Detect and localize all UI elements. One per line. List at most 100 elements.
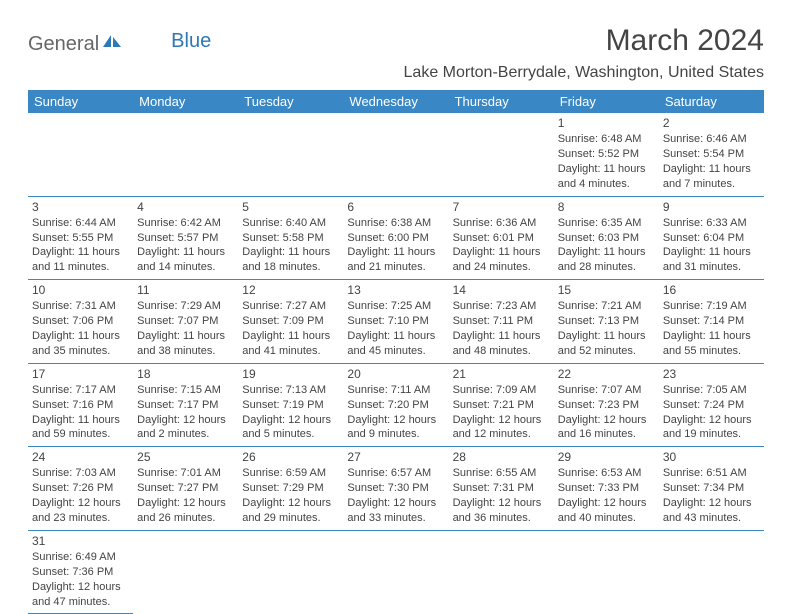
sunrise-text: Sunrise: 7:17 AM: [32, 383, 129, 398]
day-number: 15: [558, 282, 655, 298]
daylight-text: Daylight: 11 hours and 31 minutes.: [663, 245, 760, 275]
day-number: 14: [453, 282, 550, 298]
sunrise-text: Sunrise: 7:19 AM: [663, 299, 760, 314]
daylight-text: Daylight: 11 hours and 45 minutes.: [347, 329, 444, 359]
title-block: March 2024 Lake Morton-Berrydale, Washin…: [404, 24, 764, 82]
day-number: 23: [663, 366, 760, 382]
day-number: 4: [137, 199, 234, 215]
sunset-text: Sunset: 6:01 PM: [453, 231, 550, 246]
daylight-text: Daylight: 12 hours and 16 minutes.: [558, 413, 655, 443]
calendar-day-cell: 11Sunrise: 7:29 AMSunset: 7:07 PMDayligh…: [133, 280, 238, 364]
calendar-day-cell: 28Sunrise: 6:55 AMSunset: 7:31 PMDayligh…: [449, 447, 554, 531]
logo-text-general: General: [28, 33, 99, 56]
sunrise-text: Sunrise: 6:35 AM: [558, 216, 655, 231]
day-number: 12: [242, 282, 339, 298]
calendar-day-cell: 26Sunrise: 6:59 AMSunset: 7:29 PMDayligh…: [238, 447, 343, 531]
day-number: 3: [32, 199, 129, 215]
calendar-day-cell: 25Sunrise: 7:01 AMSunset: 7:27 PMDayligh…: [133, 447, 238, 531]
sunrise-text: Sunrise: 6:40 AM: [242, 216, 339, 231]
sunrise-text: Sunrise: 6:46 AM: [663, 132, 760, 147]
sunset-text: Sunset: 7:19 PM: [242, 398, 339, 413]
daylight-text: Daylight: 11 hours and 4 minutes.: [558, 162, 655, 192]
daylight-text: Daylight: 12 hours and 36 minutes.: [453, 496, 550, 526]
day-number: 9: [663, 199, 760, 215]
daylight-text: Daylight: 12 hours and 40 minutes.: [558, 496, 655, 526]
daylight-text: Daylight: 12 hours and 9 minutes.: [347, 413, 444, 443]
sunrise-text: Sunrise: 7:01 AM: [137, 466, 234, 481]
page-header: General Blue March 2024 Lake Morton-Berr…: [28, 24, 764, 82]
sunrise-text: Sunrise: 7:29 AM: [137, 299, 234, 314]
daylight-text: Daylight: 12 hours and 29 minutes.: [242, 496, 339, 526]
daylight-text: Daylight: 12 hours and 23 minutes.: [32, 496, 129, 526]
sunset-text: Sunset: 6:03 PM: [558, 231, 655, 246]
sunrise-text: Sunrise: 6:55 AM: [453, 466, 550, 481]
sunrise-text: Sunrise: 7:13 AM: [242, 383, 339, 398]
calendar-day-cell: 8Sunrise: 6:35 AMSunset: 6:03 PMDaylight…: [554, 196, 659, 280]
day-header: Wednesday: [343, 90, 448, 113]
calendar-day-cell: 21Sunrise: 7:09 AMSunset: 7:21 PMDayligh…: [449, 363, 554, 447]
sunset-text: Sunset: 7:09 PM: [242, 314, 339, 329]
sunset-text: Sunset: 6:00 PM: [347, 231, 444, 246]
day-number: 8: [558, 199, 655, 215]
sunrise-text: Sunrise: 7:25 AM: [347, 299, 444, 314]
sunset-text: Sunset: 7:27 PM: [137, 481, 234, 496]
sunset-text: Sunset: 7:31 PM: [453, 481, 550, 496]
sunset-text: Sunset: 7:16 PM: [32, 398, 129, 413]
sunrise-text: Sunrise: 7:15 AM: [137, 383, 234, 398]
sunset-text: Sunset: 7:34 PM: [663, 481, 760, 496]
daylight-text: Daylight: 11 hours and 41 minutes.: [242, 329, 339, 359]
calendar-week-row: 10Sunrise: 7:31 AMSunset: 7:06 PMDayligh…: [28, 280, 764, 364]
day-number: 19: [242, 366, 339, 382]
calendar-day-cell: 15Sunrise: 7:21 AMSunset: 7:13 PMDayligh…: [554, 280, 659, 364]
sunrise-text: Sunrise: 6:57 AM: [347, 466, 444, 481]
sunrise-text: Sunrise: 6:38 AM: [347, 216, 444, 231]
sunset-text: Sunset: 7:23 PM: [558, 398, 655, 413]
daylight-text: Daylight: 12 hours and 2 minutes.: [137, 413, 234, 443]
daylight-text: Daylight: 12 hours and 12 minutes.: [453, 413, 550, 443]
calendar-day-cell: 29Sunrise: 6:53 AMSunset: 7:33 PMDayligh…: [554, 447, 659, 531]
calendar-week-row: 1Sunrise: 6:48 AMSunset: 5:52 PMDaylight…: [28, 113, 764, 196]
calendar-day-cell: 18Sunrise: 7:15 AMSunset: 7:17 PMDayligh…: [133, 363, 238, 447]
daylight-text: Daylight: 11 hours and 35 minutes.: [32, 329, 129, 359]
day-number: 31: [32, 533, 129, 549]
calendar-day-cell: [133, 113, 238, 196]
calendar-week-row: 31Sunrise: 6:49 AMSunset: 7:36 PMDayligh…: [28, 530, 764, 614]
daylight-text: Daylight: 11 hours and 52 minutes.: [558, 329, 655, 359]
day-number: 16: [663, 282, 760, 298]
sunrise-text: Sunrise: 7:03 AM: [32, 466, 129, 481]
calendar-day-cell: 7Sunrise: 6:36 AMSunset: 6:01 PMDaylight…: [449, 196, 554, 280]
sunset-text: Sunset: 7:17 PM: [137, 398, 234, 413]
day-header: Thursday: [449, 90, 554, 113]
day-header: Monday: [133, 90, 238, 113]
calendar-day-cell: [449, 530, 554, 614]
sunset-text: Sunset: 7:24 PM: [663, 398, 760, 413]
calendar-day-cell: 30Sunrise: 6:51 AMSunset: 7:34 PMDayligh…: [659, 447, 764, 531]
day-header: Sunday: [28, 90, 133, 113]
day-number: 20: [347, 366, 444, 382]
sunrise-text: Sunrise: 7:21 AM: [558, 299, 655, 314]
daylight-text: Daylight: 11 hours and 7 minutes.: [663, 162, 760, 192]
sunrise-text: Sunrise: 7:11 AM: [347, 383, 444, 398]
calendar-day-cell: 5Sunrise: 6:40 AMSunset: 5:58 PMDaylight…: [238, 196, 343, 280]
day-number: 10: [32, 282, 129, 298]
day-number: 21: [453, 366, 550, 382]
calendar-day-cell: 16Sunrise: 7:19 AMSunset: 7:14 PMDayligh…: [659, 280, 764, 364]
sunset-text: Sunset: 7:26 PM: [32, 481, 129, 496]
daylight-text: Daylight: 11 hours and 24 minutes.: [453, 245, 550, 275]
sunset-text: Sunset: 5:55 PM: [32, 231, 129, 246]
calendar-day-cell: 12Sunrise: 7:27 AMSunset: 7:09 PMDayligh…: [238, 280, 343, 364]
daylight-text: Daylight: 12 hours and 19 minutes.: [663, 413, 760, 443]
sunset-text: Sunset: 7:13 PM: [558, 314, 655, 329]
sunrise-text: Sunrise: 6:36 AM: [453, 216, 550, 231]
day-number: 22: [558, 366, 655, 382]
day-number: 27: [347, 449, 444, 465]
logo: General Blue: [28, 32, 211, 57]
day-number: 13: [347, 282, 444, 298]
calendar-day-cell: 17Sunrise: 7:17 AMSunset: 7:16 PMDayligh…: [28, 363, 133, 447]
day-number: 26: [242, 449, 339, 465]
sunset-text: Sunset: 6:04 PM: [663, 231, 760, 246]
sunset-text: Sunset: 7:20 PM: [347, 398, 444, 413]
day-number: 1: [558, 115, 655, 131]
calendar-day-cell: 22Sunrise: 7:07 AMSunset: 7:23 PMDayligh…: [554, 363, 659, 447]
sail-icon: [101, 32, 123, 55]
